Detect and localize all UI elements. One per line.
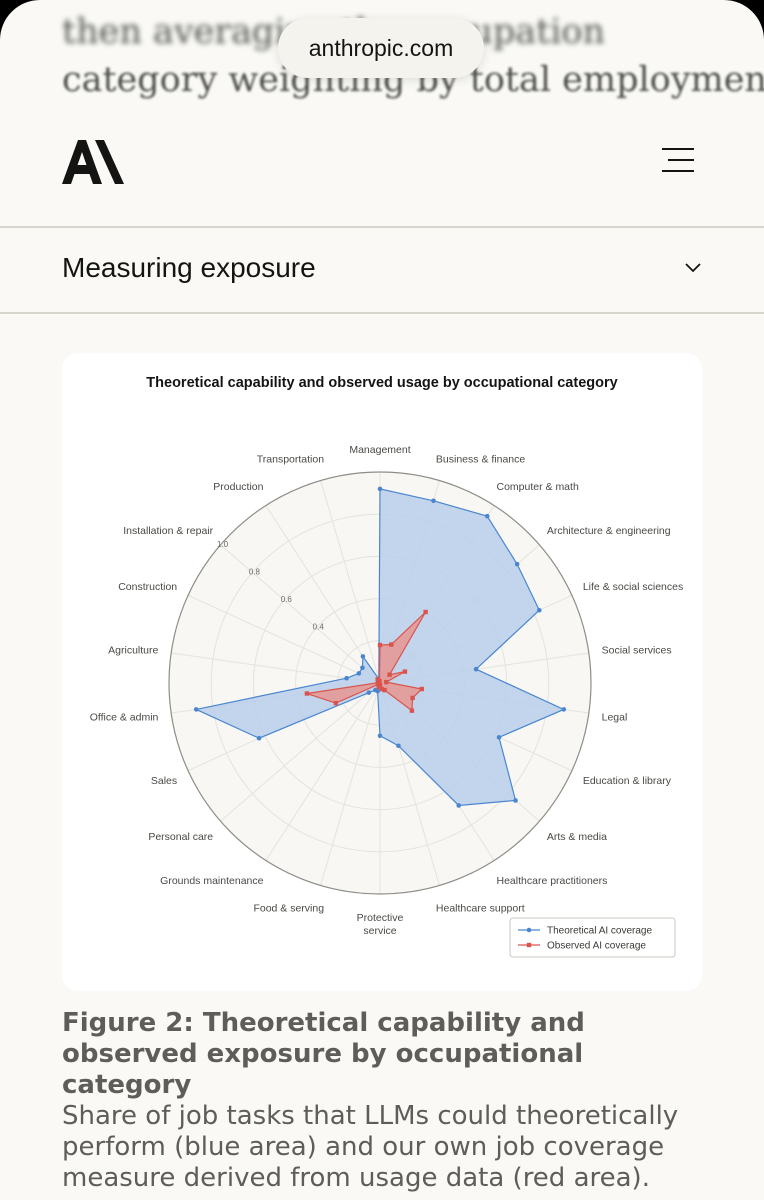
theoretical-coverage-point bbox=[360, 665, 365, 671]
radar-spoke bbox=[187, 594, 381, 684]
radar-chart: 0.4 0.6 0.8 1.0 Management Business & finance… bbox=[90, 444, 683, 958]
observed-coverage-point bbox=[410, 695, 415, 701]
radar-tick-label: 0.8 bbox=[249, 567, 261, 576]
observed-coverage-point bbox=[333, 700, 339, 706]
figure-description: Share of job tasks that LLMs could theor… bbox=[62, 1101, 679, 1193]
theoretical-coverage-point bbox=[431, 498, 436, 504]
legend-box bbox=[509, 917, 676, 958]
category-label: Food & serving bbox=[253, 903, 324, 915]
category-label: Office & admin bbox=[90, 711, 159, 723]
theoretical-coverage-point bbox=[377, 733, 383, 739]
legend-label: Observed AI coverage bbox=[547, 941, 646, 952]
chevron-down-icon bbox=[685, 263, 701, 273]
observed-coverage-point bbox=[377, 642, 383, 648]
category-label: Education & library bbox=[583, 775, 672, 787]
category-label: Arts & media bbox=[547, 831, 607, 843]
measuring-exposure-accordion[interactable]: Measuring exposure bbox=[0, 228, 764, 314]
observed-coverage-point bbox=[402, 669, 408, 674]
category-label: Installation & repair bbox=[123, 525, 213, 537]
figure-title: Figure 2: Theoretical capability and obs… bbox=[62, 1008, 585, 1100]
chart-title: Theoretical capability and observed usag… bbox=[146, 375, 618, 391]
category-label: Transportation bbox=[257, 453, 324, 465]
observed-coverage-point bbox=[389, 642, 394, 647]
site-header bbox=[0, 110, 764, 228]
radar-spoke bbox=[265, 682, 381, 861]
observed-coverage-point bbox=[384, 679, 389, 685]
observed-coverage-point bbox=[377, 678, 382, 684]
category-label: Agriculture bbox=[108, 645, 158, 657]
observed-coverage-point bbox=[304, 691, 310, 696]
category-label: Production bbox=[213, 481, 263, 493]
theoretical-coverage-point bbox=[373, 687, 378, 693]
radar-outer-circle bbox=[168, 471, 592, 895]
observed-coverage-point bbox=[423, 609, 428, 615]
radar-tick-label: 1.0 bbox=[217, 540, 229, 549]
theoretical-coverage-point bbox=[256, 735, 262, 741]
radar-tick-label: 0.6 bbox=[281, 595, 293, 604]
theoretical-coverage-point bbox=[366, 690, 372, 695]
legend-marker bbox=[526, 927, 532, 933]
address-bar[interactable]: anthropic.com bbox=[278, 18, 484, 78]
accordion-title: Measuring exposure bbox=[62, 252, 316, 283]
theoretical-coverage-point bbox=[514, 561, 520, 567]
radar-spoke bbox=[320, 480, 381, 684]
category-label: Legal bbox=[602, 711, 628, 723]
theoretical-coverage-point bbox=[377, 486, 383, 492]
category-label: Healthcare support bbox=[436, 903, 525, 915]
category-label: Architecture & engineering bbox=[547, 525, 671, 537]
category-label: Management bbox=[349, 444, 410, 456]
radar-spoke bbox=[220, 682, 381, 822]
category-label: Healthcare practitioners bbox=[497, 875, 608, 887]
category-label: Social services bbox=[602, 645, 672, 657]
observed-coverage-point bbox=[419, 686, 424, 692]
legend-label: Theoretical AI coverage bbox=[547, 926, 652, 937]
url-text: anthropic.com bbox=[308, 34, 454, 61]
radar-spoke bbox=[320, 682, 381, 886]
observed-coverage-point bbox=[376, 684, 382, 690]
theoretical-coverage-point bbox=[513, 798, 518, 803]
theoretical-coverage-point bbox=[360, 654, 366, 659]
theoretical-coverage-point bbox=[396, 743, 401, 749]
category-label: Grounds maintenance bbox=[160, 875, 263, 887]
category-label: Protective service bbox=[357, 912, 404, 937]
category-label: Construction bbox=[118, 581, 177, 593]
observed-coverage-point bbox=[387, 672, 392, 677]
theoretical-coverage-point bbox=[344, 675, 349, 681]
category-label: Sales bbox=[151, 775, 177, 787]
theoretical-coverage-point bbox=[561, 707, 567, 712]
anthropic-logo-icon[interactable] bbox=[62, 140, 124, 184]
figure-caption: Figure 2: Theoretical capability and obs… bbox=[62, 1008, 702, 1194]
chart-card: Theoretical capability and observed usag… bbox=[62, 353, 702, 991]
observed-coverage-point bbox=[382, 687, 387, 693]
theoretical-coverage-point bbox=[484, 513, 490, 519]
radar-spoke bbox=[220, 544, 381, 684]
observed-coverage-point bbox=[379, 686, 384, 692]
category-label: Life & social sciences bbox=[583, 581, 683, 593]
legend-marker bbox=[526, 942, 532, 948]
theoretical-coverage-point bbox=[193, 707, 199, 712]
radar-spoke bbox=[265, 505, 381, 684]
category-label: Personal care bbox=[148, 831, 213, 843]
radar-tick-label: 0.4 bbox=[313, 623, 325, 632]
category-label: Computer & math bbox=[497, 481, 579, 493]
theoretical-coverage-point bbox=[496, 735, 502, 740]
observed-coverage-point bbox=[409, 708, 415, 713]
theoretical-coverage-point bbox=[356, 671, 362, 676]
theoretical-coverage-point bbox=[473, 666, 479, 672]
hamburger-menu-icon[interactable] bbox=[662, 148, 694, 174]
category-label: Business & finance bbox=[436, 453, 525, 465]
theoretical-coverage-point bbox=[537, 607, 542, 613]
theoretical-coverage-point bbox=[456, 803, 462, 808]
